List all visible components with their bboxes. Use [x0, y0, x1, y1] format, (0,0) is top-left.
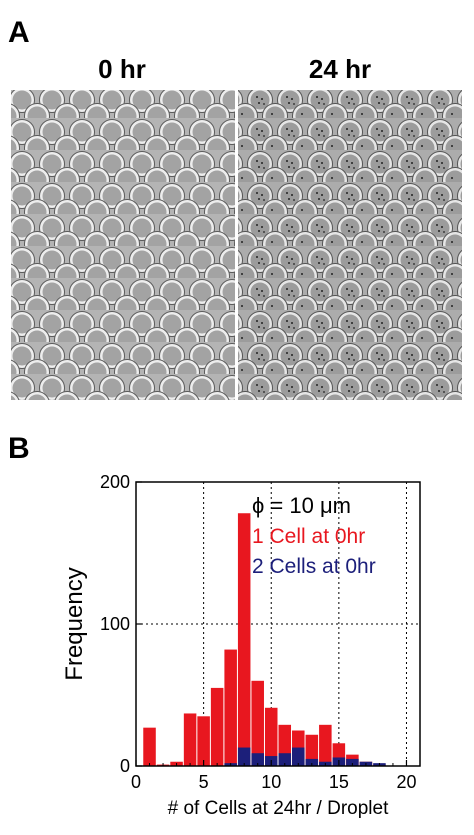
x-tick-label: 5: [199, 772, 209, 792]
bar-1-cell: [237, 513, 251, 766]
bar-2-cells: [237, 747, 251, 766]
image-0hr: [11, 90, 235, 400]
bar-1-cell: [264, 707, 278, 766]
bar-2-cells: [305, 758, 319, 766]
bar-1-cell: [197, 716, 210, 766]
x-tick-label: 15: [329, 772, 349, 792]
bar-2-cells: [346, 758, 359, 766]
phi-annotation: ϕ = 10 μm: [252, 493, 351, 518]
bar-2-cells: [292, 747, 305, 766]
time-24hr-title: 24 hr: [308, 54, 372, 84]
microscopy-panels: [11, 90, 462, 400]
x-tick-label: 10: [261, 772, 281, 792]
legend-2-cells: 2 Cells at 0hr: [252, 555, 376, 578]
time-0hr-title: 0 hr: [98, 54, 146, 84]
bar-1-cell: [143, 727, 156, 766]
bar-1-cell: [319, 724, 332, 766]
bars-group: [143, 513, 386, 766]
y-axis-label: Frequency: [61, 567, 88, 680]
bar-1-cell: [305, 734, 319, 766]
legend-1-cell: 1 Cell at 0hr: [252, 525, 365, 548]
panel-b-label: B: [8, 432, 30, 465]
bar-1-cell: [224, 649, 237, 766]
x-tick-label: 0: [131, 772, 141, 792]
bar-2-cells: [278, 753, 292, 766]
y-tick-label: 0: [120, 756, 130, 776]
y-tick-label: 200: [100, 472, 130, 492]
x-tick-label: 20: [396, 772, 416, 792]
bar-1-cell: [183, 713, 197, 766]
x-axis-label: # of Cells at 24hr / Droplet: [168, 798, 389, 819]
y-tick-label: 100: [100, 614, 130, 634]
image-24hr: [238, 90, 462, 400]
bar-2-cells: [251, 753, 264, 766]
bar-1-cell: [210, 687, 224, 766]
panel-a-label: A: [8, 16, 30, 49]
bar-1-cell: [251, 680, 264, 766]
